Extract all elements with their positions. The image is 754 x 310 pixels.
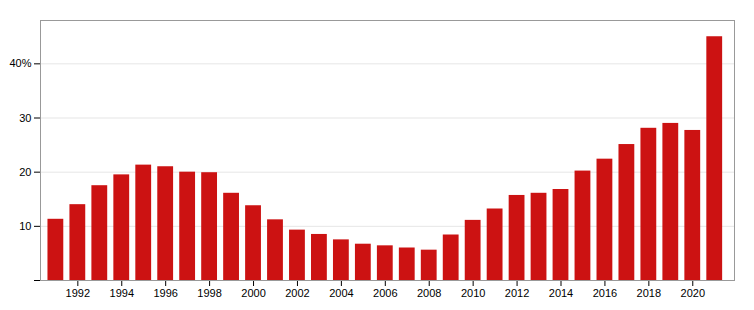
svg-text:2000: 2000	[241, 287, 265, 299]
svg-text:1992: 1992	[66, 287, 90, 299]
svg-text:30: 30	[19, 112, 31, 124]
svg-text:2004: 2004	[329, 287, 353, 299]
svg-text:1994: 1994	[110, 287, 134, 299]
svg-text:1998: 1998	[197, 287, 221, 299]
svg-text:2008: 2008	[417, 287, 441, 299]
svg-text:2002: 2002	[285, 287, 309, 299]
svg-text:10: 10	[19, 220, 31, 232]
svg-text:2006: 2006	[373, 287, 397, 299]
svg-text:2014: 2014	[549, 287, 573, 299]
svg-text:2020: 2020	[681, 287, 705, 299]
svg-text:2010: 2010	[461, 287, 485, 299]
svg-text:2018: 2018	[637, 287, 661, 299]
svg-text:2016: 2016	[593, 287, 617, 299]
svg-text:2012: 2012	[505, 287, 529, 299]
svg-text:20: 20	[19, 166, 31, 178]
svg-text:1996: 1996	[153, 287, 177, 299]
svg-text:40%: 40%	[9, 57, 31, 69]
